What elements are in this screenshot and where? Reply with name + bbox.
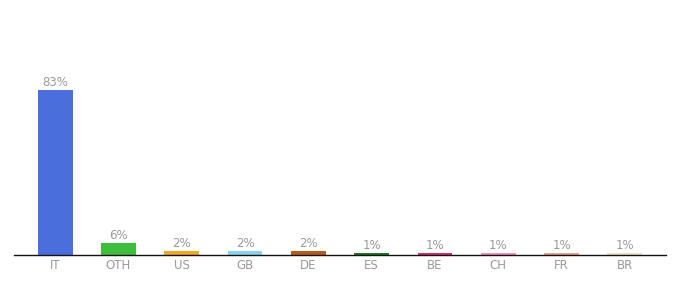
Text: 2%: 2%	[173, 237, 191, 250]
Text: 1%: 1%	[489, 239, 507, 252]
Bar	[38, 90, 73, 255]
Text: 2%: 2%	[299, 237, 318, 250]
Bar	[165, 251, 199, 255]
Bar	[228, 251, 262, 255]
Bar	[607, 253, 642, 255]
Text: 2%: 2%	[236, 237, 254, 250]
Bar	[101, 243, 136, 255]
Text: 6%: 6%	[109, 229, 128, 242]
Bar	[354, 253, 389, 255]
Bar	[544, 253, 579, 255]
Bar	[418, 253, 452, 255]
Text: 1%: 1%	[362, 239, 381, 252]
Bar	[481, 253, 515, 255]
Text: 1%: 1%	[426, 239, 444, 252]
Bar	[291, 251, 326, 255]
Text: 83%: 83%	[42, 76, 68, 89]
Text: 1%: 1%	[615, 239, 634, 252]
Text: 1%: 1%	[552, 239, 571, 252]
